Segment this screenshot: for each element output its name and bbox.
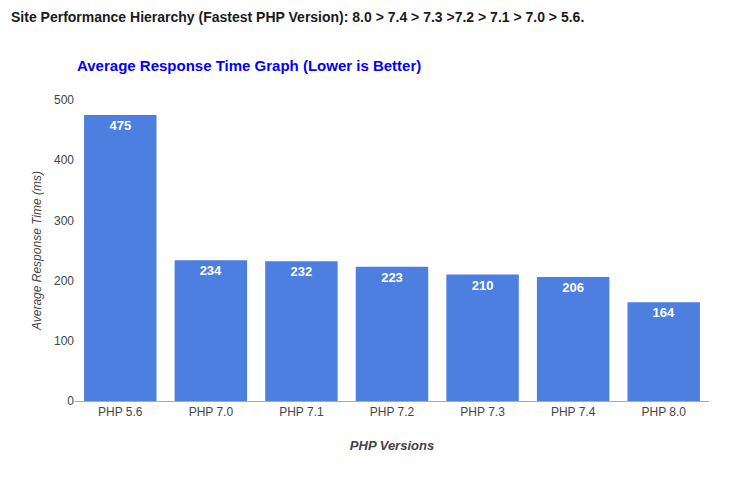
svg-text:PHP 5.6: PHP 5.6 [98,405,143,419]
svg-text:475: 475 [109,118,131,133]
svg-text:200: 200 [54,274,74,288]
svg-text:PHP 7.0: PHP 7.0 [189,405,234,419]
svg-text:Average Response Time Graph (L: Average Response Time Graph (Lower is Be… [77,57,421,74]
svg-text:232: 232 [291,264,313,279]
svg-text:PHP 7.4: PHP 7.4 [551,405,596,419]
svg-text:300: 300 [54,214,74,228]
svg-text:400: 400 [54,153,74,167]
svg-text:234: 234 [200,263,222,278]
svg-text:PHP 7.2: PHP 7.2 [370,405,415,419]
svg-text:Average Response Time (ms): Average Response Time (ms) [30,171,44,331]
svg-text:PHP 8.0: PHP 8.0 [641,405,686,419]
svg-text:PHP 7.1: PHP 7.1 [279,405,324,419]
svg-text:0: 0 [67,394,74,408]
svg-text:100: 100 [54,334,74,348]
svg-text:223: 223 [381,270,403,285]
svg-text:500: 500 [54,93,74,107]
svg-text:210: 210 [472,278,494,293]
svg-text:164: 164 [652,305,674,320]
svg-text:– Average Response Time Graph: – Average Response Time Graph [296,493,488,496]
svg-text:PHP Versions: PHP Versions [350,438,434,453]
svg-text:Site Performance Hierarchy (Fa: Site Performance Hierarchy (Fastest PHP … [11,9,584,25]
svg-text:206: 206 [562,280,584,295]
svg-text:PHP 7.3: PHP 7.3 [460,405,505,419]
